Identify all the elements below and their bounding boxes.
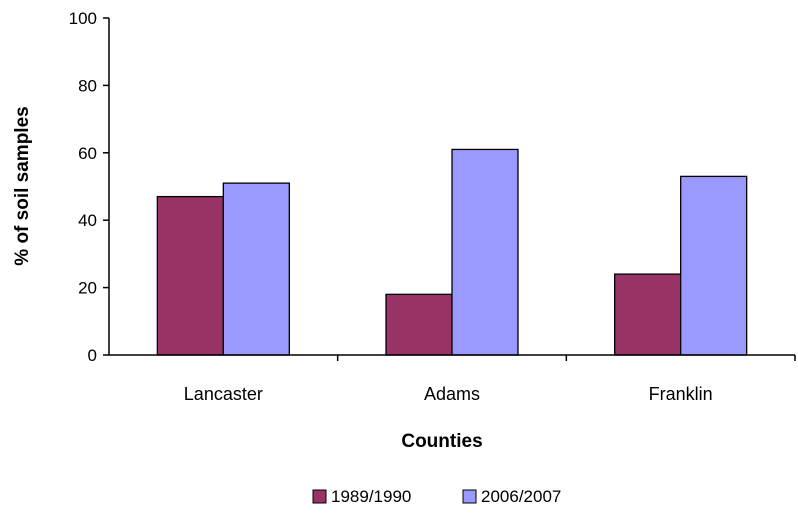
legend: 1989/1990 2006/2007 [312, 487, 561, 506]
bar-lancaster-1989-1990 [156, 195, 224, 356]
bar-franklin-2006-2007 [680, 175, 748, 356]
y-tick-label: 0 [88, 346, 97, 365]
x-category-label: Lancaster [184, 384, 263, 404]
x-axis-title: Counties [401, 431, 482, 452]
bar-franklin-1989-1990 [614, 273, 682, 356]
legend-swatch-2006-2007 [462, 489, 477, 504]
bar-adams-2006-2007 [451, 148, 519, 356]
x-category-label: Adams [424, 384, 480, 404]
y-tick-label: 40 [78, 211, 97, 230]
bar-lancaster-2006-2007 [222, 182, 290, 356]
legend-swatch-1989-1990 [312, 489, 327, 504]
bar-series [156, 148, 748, 356]
y-tick-label: 100 [69, 9, 97, 28]
x-category-label: Franklin [649, 384, 713, 404]
y-tick-label: 60 [78, 144, 97, 163]
bar-adams-1989-1990 [385, 293, 453, 356]
y-axis-ticks: 0 20 40 60 80 100 [69, 9, 109, 365]
y-axis-title: % of soil samples [12, 106, 33, 265]
y-tick-label: 80 [78, 76, 97, 95]
legend-label-2006-2007: 2006/2007 [481, 487, 561, 506]
y-tick-label: 20 [78, 279, 97, 298]
x-axis-ticks: Lancaster Adams Franklin [184, 355, 796, 404]
legend-label-1989-1990: 1989/1990 [331, 487, 411, 506]
